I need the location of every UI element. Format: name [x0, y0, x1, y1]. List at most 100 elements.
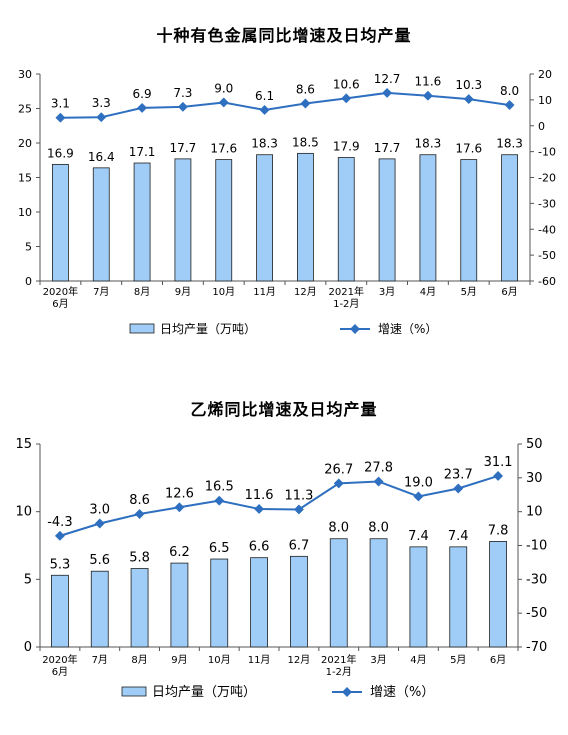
category-label: 1-2月: [326, 666, 352, 678]
bar-value-label: 18.3: [415, 137, 442, 151]
category-label: 12月: [294, 286, 317, 298]
bar-value-label: 8.0: [368, 521, 389, 536]
growth-value-label: 31.1: [484, 455, 513, 470]
bar-value-label: 6.6: [249, 540, 270, 555]
left-tick-label: 5: [24, 572, 32, 587]
category-label: 11月: [248, 654, 271, 666]
growth-value-label: 6.1: [255, 89, 274, 103]
growth-point: [218, 97, 229, 108]
growth-value-label: 3.1: [51, 97, 70, 111]
growth-point: [177, 101, 188, 112]
right-tick-label: -40: [538, 223, 556, 236]
growth-value-label: 23.7: [444, 467, 473, 482]
right-tick-label: 50: [526, 437, 543, 452]
left-tick-label: 15: [18, 172, 32, 185]
category-label: 11月: [253, 286, 276, 298]
growth-point: [134, 509, 145, 519]
bar-value-label: 6.2: [169, 545, 190, 560]
right-tick-label: 10: [526, 505, 543, 520]
left-tick-label: 10: [18, 206, 32, 219]
category-label: 12月: [288, 654, 311, 666]
bar-value-label: 17.6: [210, 142, 237, 156]
right-tick-label: -30: [526, 572, 547, 587]
bar-value-label: 8.0: [328, 521, 349, 536]
category-label: 5月: [461, 286, 477, 298]
bar-value-label: 18.3: [251, 137, 278, 151]
category-label: 10月: [208, 654, 231, 666]
growth-point: [214, 495, 225, 506]
growth-point: [259, 105, 270, 115]
growth-point: [422, 90, 433, 101]
bar: [174, 158, 192, 282]
bar: [329, 538, 348, 648]
right-tick-label: 20: [538, 68, 552, 81]
bar-value-label: 6.5: [209, 541, 230, 556]
growth-value-label: 7.3: [173, 86, 192, 100]
legend-bar-swatch: [129, 323, 155, 334]
bar-value-label: 5.3: [50, 557, 71, 572]
category-label: 9月: [171, 654, 187, 666]
right-tick-label: 10: [538, 94, 552, 107]
right-tick-label: -50: [526, 606, 547, 621]
bar: [419, 154, 437, 282]
left-tick-label: 20: [18, 137, 32, 150]
left-tick-label: 5: [25, 241, 32, 254]
category-label: 1-2月: [333, 298, 359, 310]
left-tick-label: 10: [15, 505, 32, 520]
growth-point: [55, 112, 66, 123]
left-tick-label: 25: [18, 103, 32, 116]
growth-point: [333, 478, 344, 489]
left-tick-label: 30: [18, 68, 32, 81]
growth-value-label: -4.3: [47, 515, 72, 530]
category-label: 6月: [501, 286, 517, 298]
category-label: 6月: [490, 654, 506, 666]
growth-value-label: 8.0: [500, 84, 519, 98]
growth-point: [493, 471, 504, 481]
growth-value-label: 19.0: [404, 475, 433, 490]
bar-value-label: 16.9: [47, 146, 74, 160]
legend-line-label: 增速（%）: [378, 322, 437, 336]
bar-value-label: 18.3: [496, 137, 523, 151]
bar: [297, 152, 314, 282]
growth-value-label: 26.7: [324, 462, 353, 477]
growth-value-label: 6.9: [133, 87, 152, 101]
legend-line-marker: [342, 687, 352, 697]
category-label: 2021年: [321, 653, 356, 666]
right-tick-label: -10: [526, 539, 547, 554]
growth-point: [174, 502, 185, 513]
growth-value-label: 11.3: [284, 488, 313, 503]
right-tick-label: -30: [538, 197, 556, 210]
growth-point: [137, 102, 148, 113]
bar-value-label: 16.4: [88, 150, 115, 164]
chart-svg: 0 5 10 15 -70 -50 -30 -10 10 30 50 5.3 5.6 5.8 6.2 6.5 6…: [15, 437, 547, 700]
left-tick-label: 15: [15, 437, 32, 452]
bar: [290, 555, 308, 648]
bar-value-label: 5.8: [129, 551, 150, 566]
growth-point: [463, 94, 474, 105]
growth-value-label: 11.6: [415, 75, 442, 89]
growth-point: [413, 491, 424, 502]
category-label: 8月: [131, 654, 147, 666]
category-label: 3月: [370, 654, 386, 666]
ethylene-chart: 乙烯同比增速及日均产量 0 5 10 15 -70 -50 -30 -10 10 30 50 5.3 5…: [0, 370, 568, 735]
bar: [460, 159, 478, 282]
category-label: 5月: [450, 654, 466, 666]
bar-value-label: 7.8: [488, 523, 509, 538]
bar-value-label: 17.9: [333, 139, 360, 153]
growth-point: [96, 112, 107, 123]
left-tick-label: 0: [25, 275, 32, 288]
bar-value-label: 17.7: [374, 141, 401, 155]
bar: [52, 163, 69, 282]
right-tick-label: -10: [538, 146, 556, 159]
chart-title: 乙烯同比增速及日均产量: [190, 400, 378, 419]
legend-line-marker: [350, 324, 360, 334]
bar: [250, 557, 268, 648]
growth-value-label: 16.5: [205, 480, 234, 495]
growth-value-label: 3.0: [89, 503, 110, 518]
left-tick-label: 0: [24, 640, 32, 655]
right-tick-label: 30: [526, 471, 543, 486]
legend-bar-label: 日均产量（万吨）: [160, 322, 256, 336]
growth-value-label: 10.6: [333, 77, 360, 91]
bar: [369, 538, 388, 648]
category-label: 2021年: [329, 285, 364, 298]
